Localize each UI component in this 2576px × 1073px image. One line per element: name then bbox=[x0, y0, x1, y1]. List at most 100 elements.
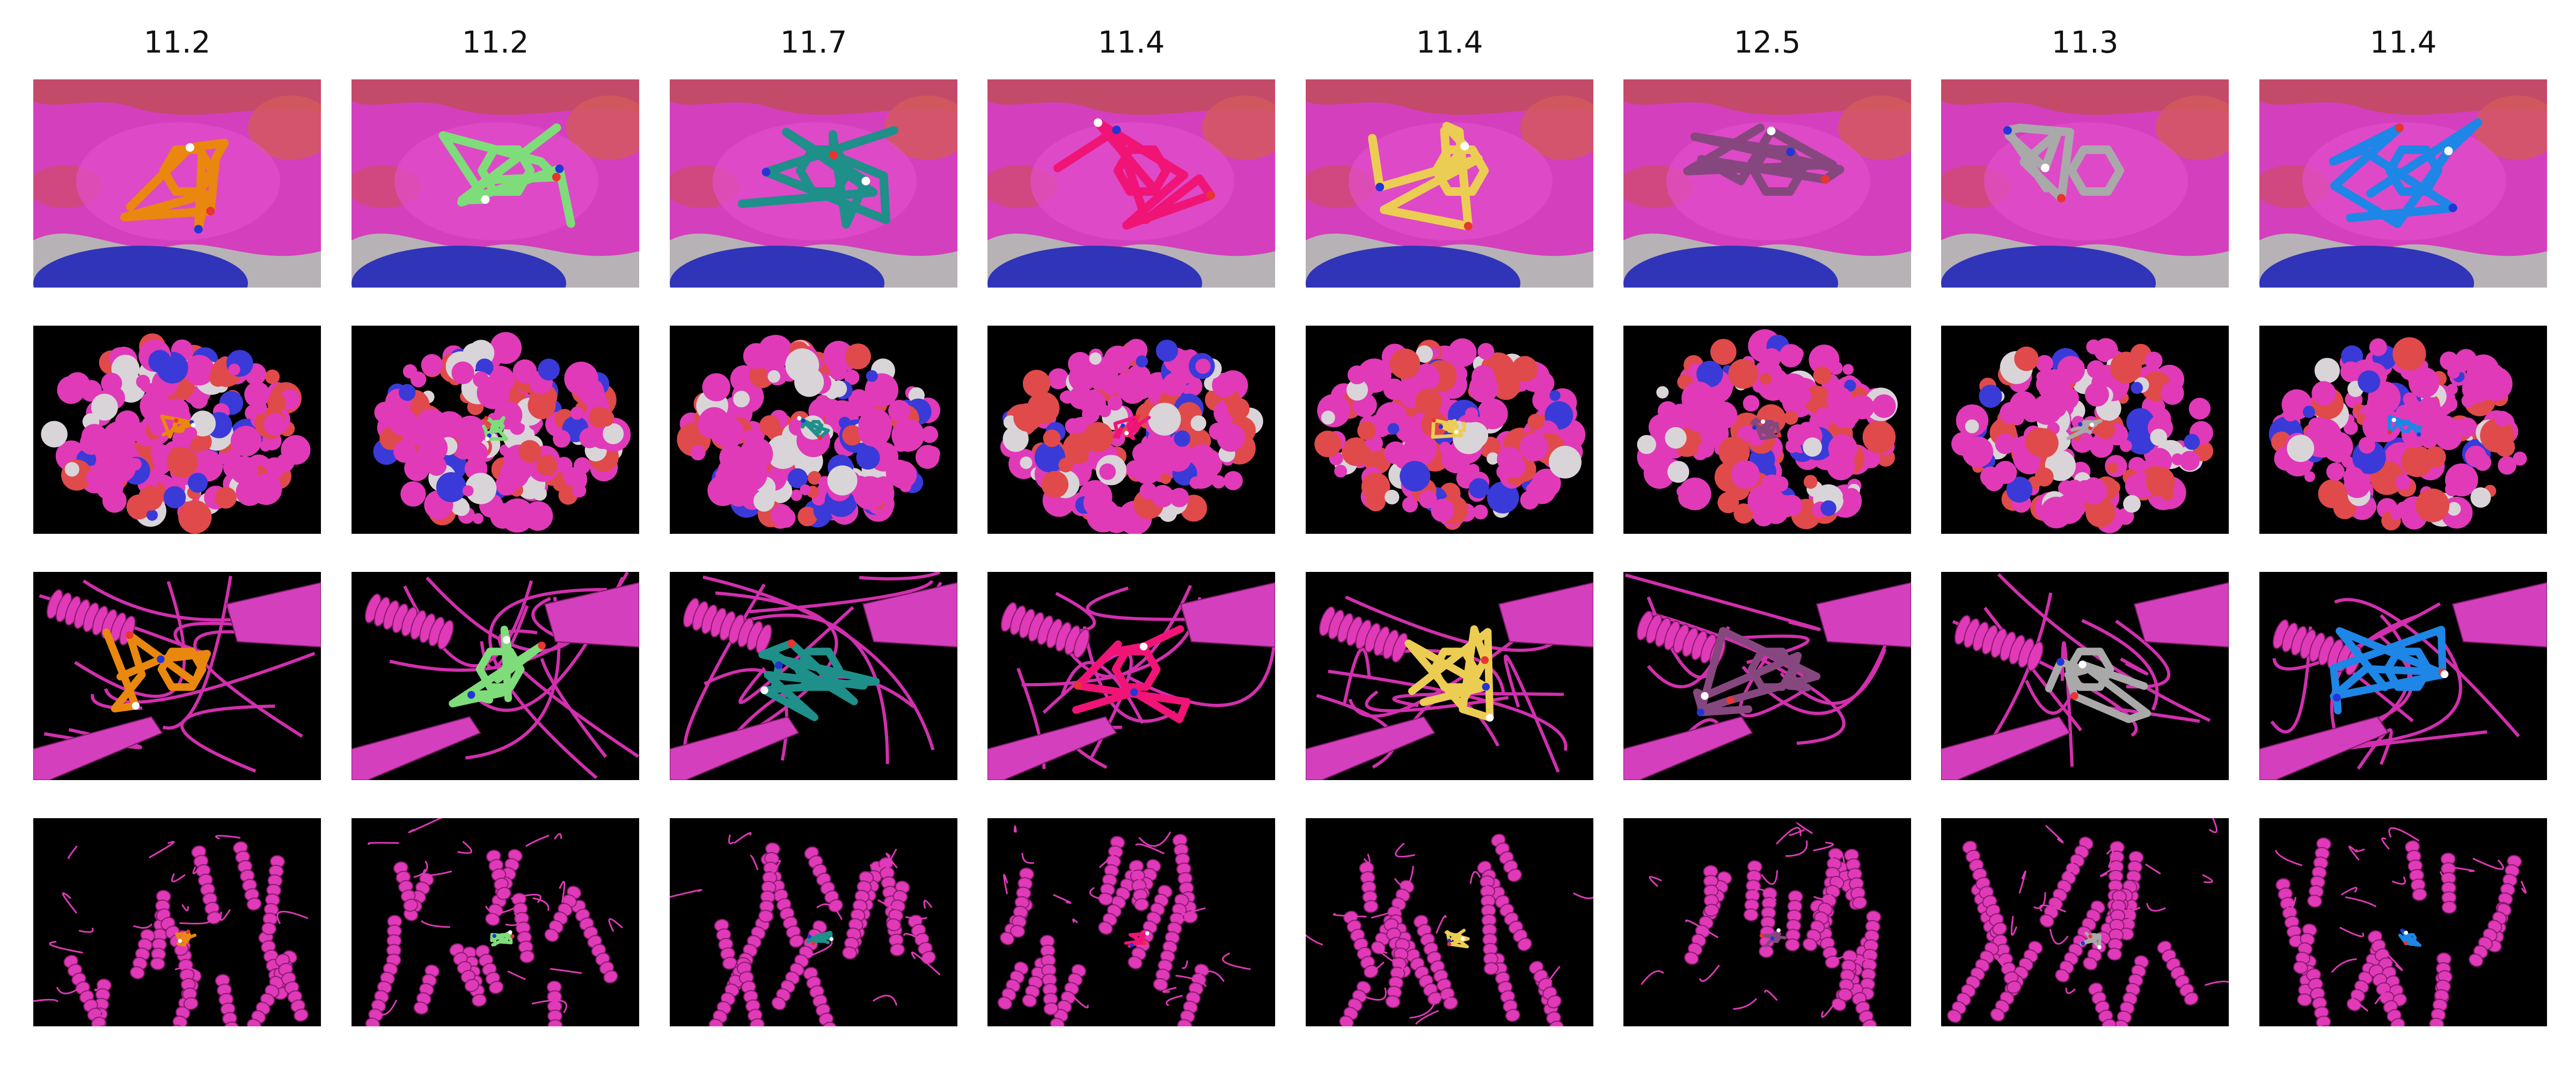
docking-score-label: 11.4 bbox=[1416, 25, 1483, 60]
ligand-sticks bbox=[1431, 418, 1467, 439]
pocket-cartoon-closeup-render bbox=[1623, 572, 1911, 780]
panel-full-protein-cartoon bbox=[352, 818, 639, 1026]
panel-pocket-cartoon-closeup bbox=[1941, 572, 2229, 780]
ligand-sticks bbox=[1113, 414, 1151, 440]
docking-score-label: 11.3 bbox=[2051, 25, 2119, 60]
full-protein-surface-render bbox=[1306, 326, 1593, 534]
pocket-cartoon-closeup-render bbox=[1941, 572, 2229, 780]
panel-pocket-surface-closeup bbox=[33, 79, 321, 288]
full-protein-cartoon-render bbox=[352, 818, 639, 1026]
pocket-cartoon-closeup-render bbox=[987, 572, 1275, 780]
pocket-surface-closeup-render bbox=[352, 79, 639, 288]
pocket-cartoon-closeup-render bbox=[1306, 572, 1593, 780]
docking-score-label: 11.7 bbox=[780, 25, 847, 60]
panel-pocket-surface-closeup bbox=[2259, 79, 2547, 288]
ligand-sticks bbox=[481, 416, 508, 442]
ligand-sticks bbox=[2329, 118, 2483, 228]
pocket-cartoon-closeup-render bbox=[2259, 572, 2547, 780]
panel-pocket-cartoon-closeup bbox=[33, 572, 321, 780]
panel-full-protein-cartoon bbox=[1623, 818, 1911, 1026]
pocket-surface-closeup-render bbox=[1623, 79, 1911, 288]
ligand-sticks bbox=[1404, 625, 1494, 722]
ligand-sticks bbox=[758, 639, 880, 722]
panel-full-protein-cartoon bbox=[1941, 818, 2229, 1026]
ligand-sticks bbox=[490, 930, 515, 947]
panel-full-protein-surface bbox=[670, 326, 957, 534]
ligand-sticks bbox=[1444, 929, 1470, 949]
panel-pocket-cartoon-closeup bbox=[352, 572, 639, 780]
pocket-surface-closeup-render bbox=[987, 79, 1275, 288]
full-protein-cartoon-render bbox=[1306, 818, 1593, 1026]
panel-pocket-cartoon-closeup bbox=[987, 572, 1275, 780]
ligand-sticks bbox=[449, 626, 546, 708]
full-protein-cartoon-render bbox=[670, 818, 957, 1026]
full-protein-surface-render bbox=[2259, 326, 2547, 534]
full-protein-cartoon-render bbox=[1941, 818, 2229, 1026]
panel-full-protein-cartoon bbox=[987, 818, 1275, 1026]
docking-score-label: 11.4 bbox=[1097, 25, 1165, 60]
panel-full-protein-cartoon bbox=[33, 818, 321, 1026]
pocket-surface-closeup-render bbox=[2259, 79, 2547, 288]
pocket-surface-closeup-render bbox=[1306, 79, 1593, 288]
panel-full-protein-cartoon bbox=[2259, 818, 2547, 1026]
ligand-sticks bbox=[737, 126, 898, 229]
panel-pocket-surface-closeup bbox=[987, 79, 1275, 288]
ligand-sticks bbox=[1368, 122, 1489, 231]
panel-full-protein-surface bbox=[987, 326, 1275, 534]
pocket-cartoon-closeup-render bbox=[33, 572, 321, 780]
ligand-sticks bbox=[1072, 625, 1191, 723]
pocket-cartoon-closeup-render bbox=[670, 572, 957, 780]
ligand-sticks bbox=[120, 138, 229, 234]
full-protein-cartoon-render bbox=[1623, 818, 1911, 1026]
docking-score-label: 11.2 bbox=[143, 25, 211, 60]
full-protein-surface-render bbox=[33, 326, 321, 534]
panel-full-protein-surface bbox=[1623, 326, 1911, 534]
full-protein-cartoon-render bbox=[987, 818, 1275, 1026]
ligand-sticks bbox=[2080, 931, 2102, 950]
docking-score-label: 12.5 bbox=[1733, 25, 1801, 60]
ligand-sticks bbox=[103, 628, 211, 712]
ligand-sticks bbox=[438, 123, 575, 228]
ligand-sticks bbox=[1750, 417, 1782, 440]
ligand-sticks bbox=[1124, 931, 1150, 948]
panel-full-protein-surface bbox=[352, 326, 639, 534]
pocket-surface-closeup-render bbox=[1941, 79, 2229, 288]
full-protein-surface-render bbox=[670, 326, 957, 534]
full-protein-surface-render bbox=[1941, 326, 2229, 534]
full-protein-cartoon-render bbox=[2259, 818, 2547, 1026]
pocket-cartoon-closeup-render bbox=[352, 572, 639, 780]
ligand-sticks bbox=[1053, 118, 1215, 230]
full-protein-cartoon-render bbox=[33, 818, 321, 1026]
panel-full-protein-surface bbox=[1941, 326, 2229, 534]
ligand-sticks bbox=[806, 930, 834, 946]
ligand-sticks bbox=[1683, 123, 1845, 196]
panel-pocket-surface-closeup bbox=[1623, 79, 1911, 288]
full-protein-surface-render bbox=[1623, 326, 1911, 534]
panel-full-protein-surface bbox=[2259, 326, 2547, 534]
full-protein-surface-render bbox=[352, 326, 639, 534]
panel-pocket-surface-closeup bbox=[670, 79, 957, 288]
panel-pocket-cartoon-closeup bbox=[670, 572, 957, 780]
panel-pocket-cartoon-closeup bbox=[1306, 572, 1593, 780]
pocket-surface-closeup-render bbox=[670, 79, 957, 288]
ligand-sticks bbox=[2398, 928, 2421, 947]
ligand-sticks bbox=[2045, 648, 2151, 723]
pocket-surface-closeup-render bbox=[33, 79, 321, 288]
ligand-sticks bbox=[1759, 928, 1787, 947]
panel-full-protein-cartoon bbox=[670, 818, 957, 1026]
ligand-sticks bbox=[2066, 418, 2103, 440]
ligand-sticks bbox=[2387, 414, 2423, 437]
ligand-sticks bbox=[1693, 627, 1821, 717]
panel-pocket-cartoon-closeup bbox=[1623, 572, 1911, 780]
ligand-sticks bbox=[175, 929, 197, 947]
ligand-sticks bbox=[797, 416, 830, 440]
ligand-sticks bbox=[2003, 123, 2124, 203]
panel-full-protein-cartoon bbox=[1306, 818, 1593, 1026]
panel-full-protein-surface bbox=[33, 326, 321, 534]
docking-score-label: 11.4 bbox=[2369, 25, 2437, 60]
ligand-sticks bbox=[160, 414, 195, 439]
panel-pocket-surface-closeup bbox=[1306, 79, 1593, 288]
ligand-sticks bbox=[2330, 626, 2449, 715]
panel-pocket-surface-closeup bbox=[352, 79, 639, 288]
